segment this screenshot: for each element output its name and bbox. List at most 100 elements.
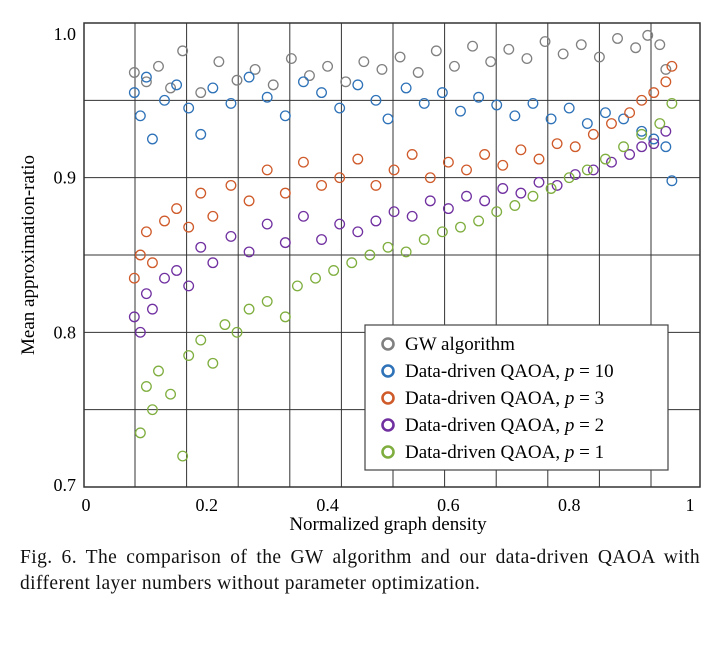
data-point	[509, 200, 521, 211]
data-point	[195, 187, 207, 199]
figure-caption: Fig. 6. The comparison of the GW algorit…	[20, 547, 700, 594]
data-point	[455, 221, 466, 233]
data-point	[225, 97, 237, 109]
data-point	[177, 45, 189, 57]
data-point	[304, 70, 315, 82]
data-point	[195, 128, 207, 140]
data-point	[370, 179, 382, 191]
data-point	[569, 141, 581, 153]
data-point	[497, 183, 509, 194]
data-point	[593, 51, 605, 63]
data-point	[364, 249, 376, 261]
data-point	[455, 105, 466, 117]
data-point	[183, 102, 195, 114]
data-point	[171, 203, 183, 215]
data-point	[569, 169, 581, 181]
data-point	[599, 107, 611, 119]
y-axis-label: Mean approximation-ratio	[18, 155, 39, 355]
legend-label: Data-driven QAOA, p = 10	[405, 361, 614, 382]
data-point	[291, 280, 303, 292]
data-point	[279, 187, 291, 199]
data-point	[557, 48, 569, 60]
data-point	[140, 76, 152, 88]
data-point	[515, 144, 527, 156]
data-point	[581, 164, 593, 176]
series-3	[128, 125, 672, 338]
data-point	[316, 179, 328, 191]
y-tick-label: 0.8	[54, 322, 77, 342]
data-point	[660, 125, 672, 137]
data-point	[322, 60, 334, 72]
data-point	[207, 257, 219, 269]
data-point	[436, 87, 448, 99]
data-point	[261, 91, 273, 103]
data-point	[231, 74, 243, 86]
data-point	[346, 257, 358, 269]
data-point	[140, 71, 152, 83]
data-point	[461, 164, 472, 176]
legend-label: Data-driven QAOA, p = 3	[405, 388, 604, 409]
data-point	[473, 91, 485, 103]
data-point	[388, 206, 400, 218]
legend-marker	[381, 445, 395, 459]
data-point	[207, 357, 219, 369]
data-point	[642, 29, 654, 41]
series-4	[134, 97, 678, 462]
data-point	[624, 107, 636, 119]
data-point	[509, 110, 521, 122]
data-point	[382, 113, 394, 125]
data-point	[575, 39, 587, 51]
data-point	[618, 113, 630, 125]
data-point	[479, 149, 491, 160]
scatter-chart: 0 0.2 0.4 0.6 0.8 1 0.7 0.8 0.9 1.0 Normalized gr…	[18, 22, 701, 535]
data-point	[261, 218, 273, 230]
data-point	[479, 195, 491, 207]
data-point	[352, 153, 364, 165]
data-point	[618, 141, 630, 153]
data-point	[406, 210, 418, 222]
data-point	[521, 53, 533, 65]
data-point	[243, 303, 255, 315]
data-point	[177, 450, 189, 462]
legend: GW algorithm Data-driven QAOA, p = 10 Data…	[364, 324, 669, 471]
data-point	[636, 141, 648, 153]
data-point	[310, 272, 321, 284]
data-point	[539, 36, 551, 48]
x-tick-label: 0.2	[196, 495, 219, 515]
data-point	[297, 210, 309, 222]
data-point	[491, 206, 503, 218]
x-tick-label: 0.4	[316, 495, 339, 515]
data-point	[213, 56, 225, 68]
data-point	[279, 311, 291, 323]
data-point	[146, 133, 158, 145]
data-point	[563, 102, 575, 114]
data-point	[491, 99, 503, 111]
data-point	[195, 87, 207, 99]
tick-labels: 0 0.2 0.4 0.6 0.8 1 0.7 0.8 0.9 1.0	[54, 24, 695, 515]
data-point	[128, 311, 140, 323]
data-point	[660, 141, 672, 153]
data-point	[225, 179, 237, 191]
data-point	[587, 164, 599, 176]
data-point	[243, 246, 255, 258]
data-point	[442, 203, 454, 215]
data-point	[660, 76, 672, 88]
data-point	[630, 42, 642, 54]
data-point	[666, 60, 678, 72]
data-point	[467, 40, 479, 52]
data-point	[666, 97, 678, 109]
data-point	[267, 79, 279, 91]
data-point	[563, 172, 575, 184]
x-tick-label: 1	[686, 495, 695, 515]
data-point	[654, 39, 666, 51]
data-point	[146, 303, 158, 315]
data-point	[515, 187, 527, 199]
data-point	[171, 79, 183, 91]
data-point	[316, 87, 328, 99]
data-point	[424, 195, 436, 207]
series-0	[128, 29, 672, 99]
data-point	[533, 153, 545, 165]
x-tick-label: 0.8	[558, 495, 581, 515]
x-tick-label: 0.6	[437, 495, 460, 515]
data-point	[153, 365, 164, 377]
